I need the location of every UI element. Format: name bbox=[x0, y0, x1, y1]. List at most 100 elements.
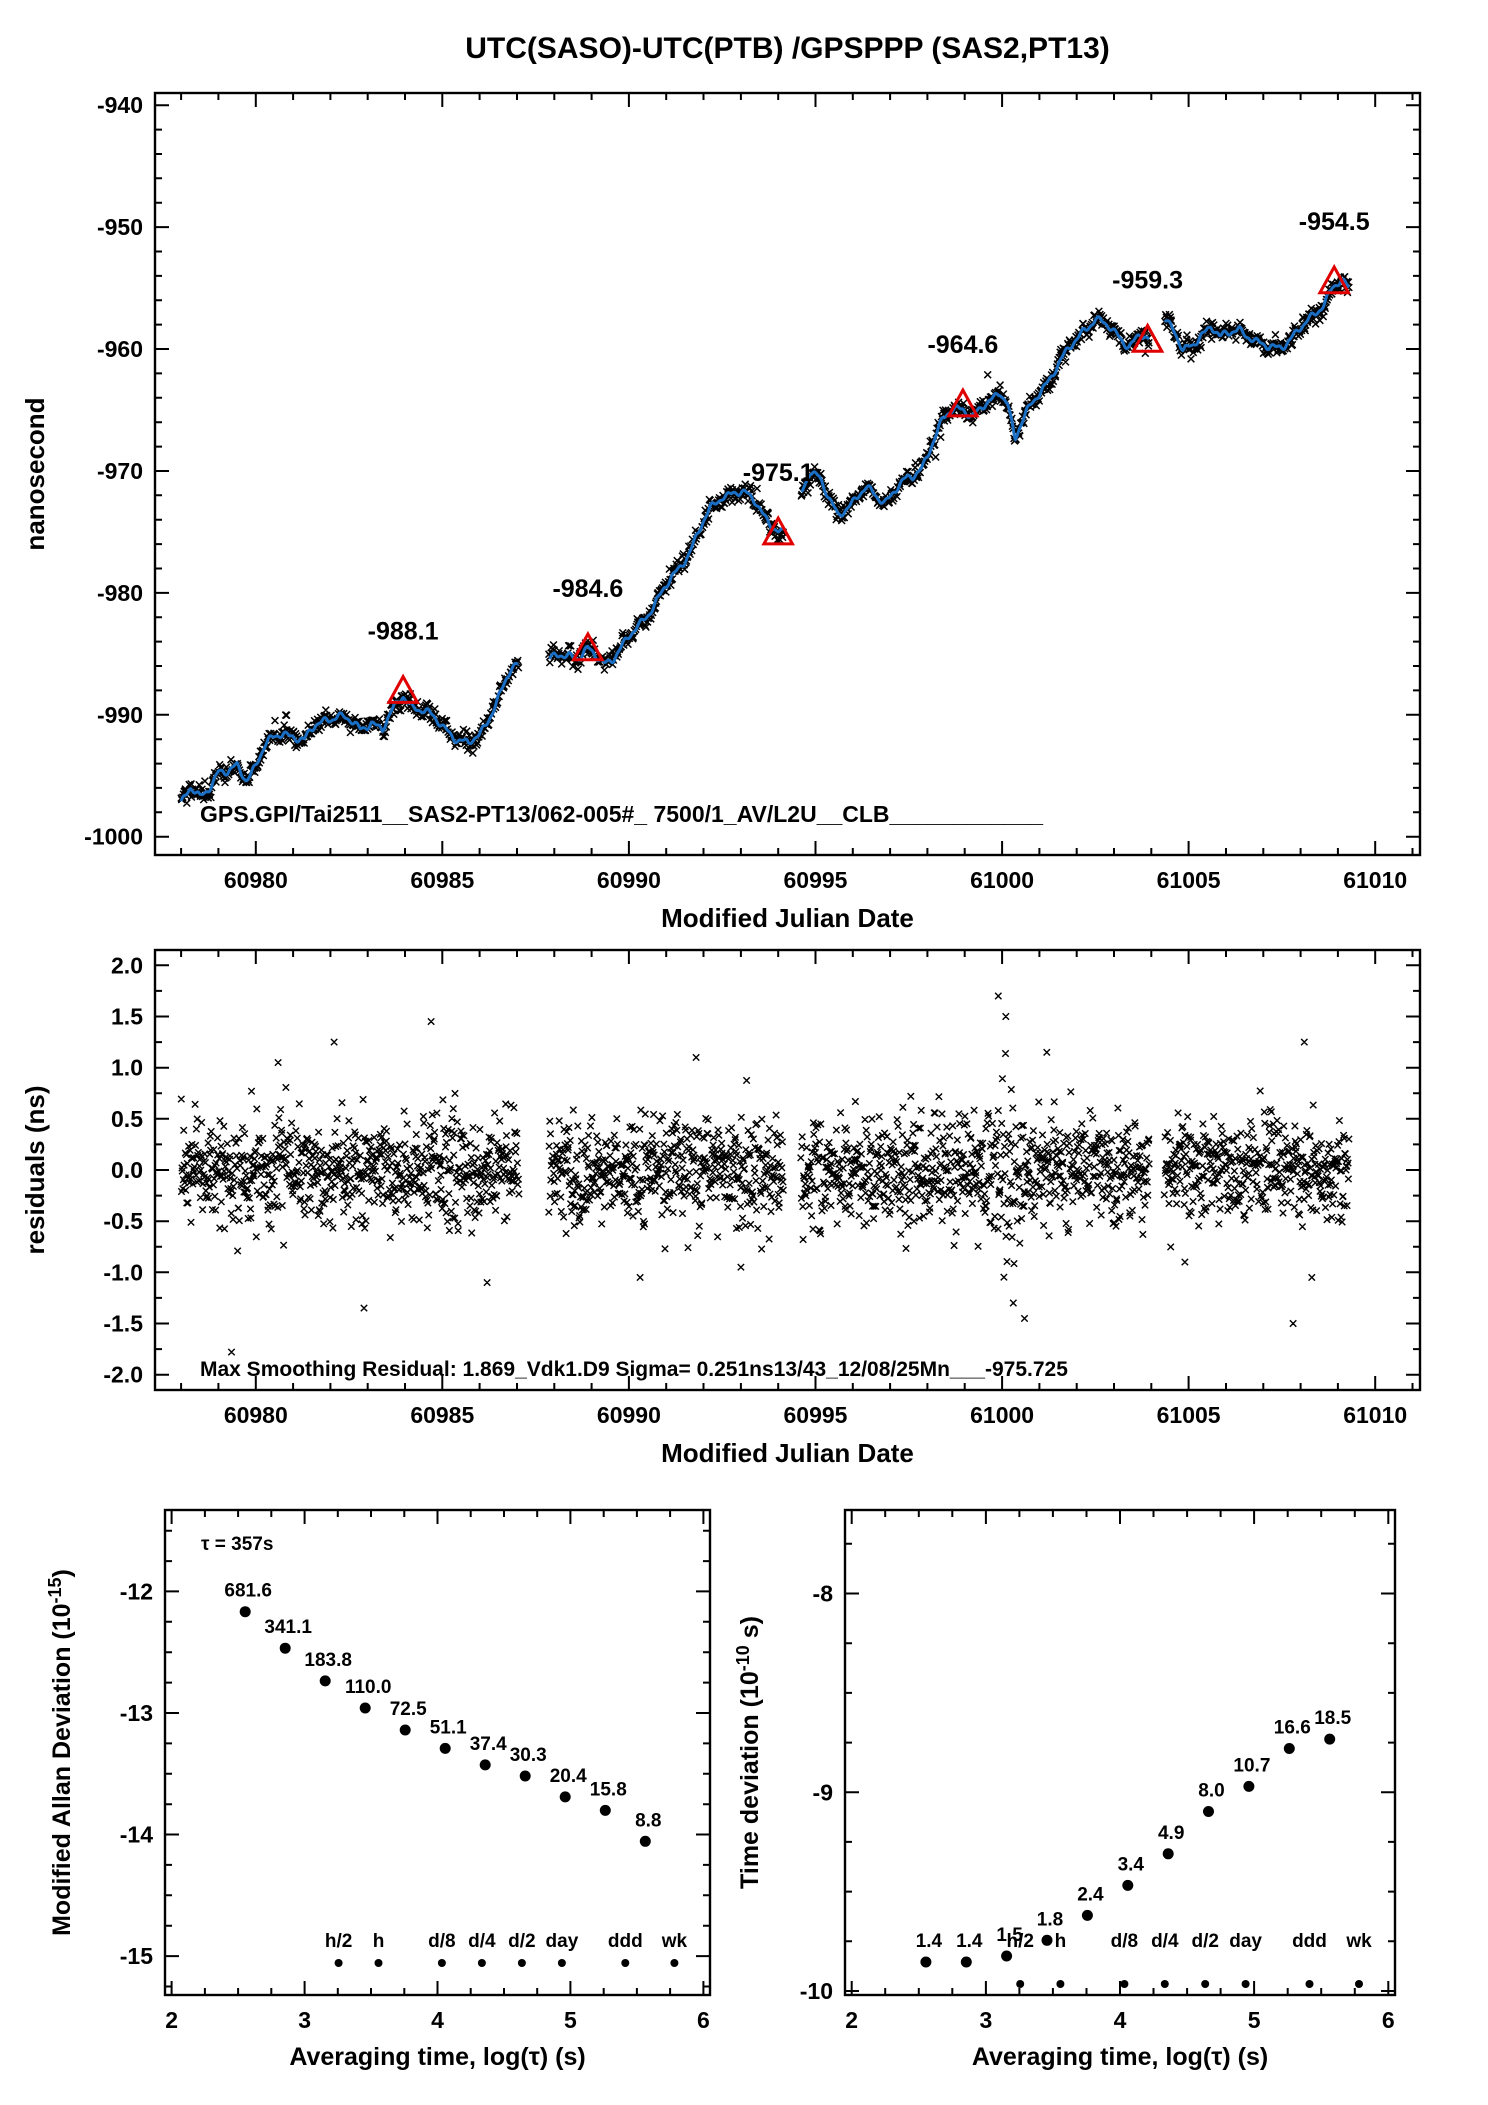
time-marker-label: h bbox=[1055, 1931, 1067, 1952]
x-tick-label: 60995 bbox=[784, 867, 848, 893]
time-marker-dot bbox=[437, 1959, 446, 1967]
x-tick-label: 4 bbox=[431, 2007, 444, 2033]
time-marker-dot bbox=[1355, 1980, 1363, 1988]
deviation-value-label: 10.7 bbox=[1233, 1755, 1270, 1776]
time-marker-label: d/8 bbox=[1111, 1931, 1138, 1952]
y-tick-label: -14 bbox=[120, 1822, 153, 1848]
time-marker-label: d/4 bbox=[468, 1931, 496, 1952]
deviation-point bbox=[1001, 1950, 1013, 1962]
y-tick-label: -15 bbox=[120, 1943, 153, 1969]
y-axis-label: Modified Allan Deviation (10-15) bbox=[45, 1569, 76, 1936]
mdev-chart: 2 3 4 5 6 -12 -13 -14 -15 Modified Allan Deviatio… bbox=[45, 1508, 712, 2071]
plot-frame bbox=[153, 91, 1422, 857]
deviation-point bbox=[439, 1742, 451, 1754]
x-tick-label: 60990 bbox=[597, 867, 661, 893]
y-tick-label: -2.0 bbox=[103, 1362, 143, 1388]
y-tick-label: 0.5 bbox=[111, 1106, 143, 1132]
time-marker-dot bbox=[1056, 1980, 1065, 1988]
time-marker-label: d/8 bbox=[428, 1931, 455, 1952]
time-marker-label: h bbox=[373, 1931, 385, 1952]
time-marker-dot bbox=[1201, 1980, 1210, 1988]
deviation-value-label: 8.0 bbox=[1198, 1781, 1224, 1802]
time-marker-label: ddd bbox=[1292, 1931, 1327, 1952]
deviation-point bbox=[359, 1702, 371, 1714]
deviation-point bbox=[559, 1791, 571, 1803]
time-marker-dot bbox=[374, 1959, 383, 1967]
time-marker-label: wk bbox=[661, 1931, 688, 1952]
steer-value-label: -954.5 bbox=[1299, 208, 1370, 236]
steer-value-label: -959.3 bbox=[1112, 267, 1183, 295]
deviation-point bbox=[639, 1835, 651, 1847]
deviation-value-label: 3.4 bbox=[1118, 1854, 1145, 1875]
deviation-point bbox=[1283, 1743, 1295, 1754]
time-marker-dot bbox=[1241, 1980, 1250, 1988]
deviation-value-label: 30.3 bbox=[510, 1745, 547, 1766]
y-tick-label: -13 bbox=[120, 1700, 153, 1726]
x-axis-label: Modified Julian Date bbox=[661, 903, 914, 933]
axis-ticks bbox=[155, 950, 1420, 1390]
x-tick-label: 4 bbox=[1114, 2007, 1127, 2033]
y-tick-label: 0.0 bbox=[111, 1157, 143, 1183]
deviation-point bbox=[1122, 1879, 1134, 1891]
deviation-value-label: 18.5 bbox=[1314, 1708, 1351, 1729]
y-tick-label: -12 bbox=[120, 1578, 153, 1604]
y-tick-label: -9 bbox=[813, 1779, 833, 1805]
time-marker-dot bbox=[621, 1959, 630, 1967]
time-marker-dot bbox=[1016, 1980, 1025, 1988]
deviation-value-label: 15.8 bbox=[590, 1779, 627, 1800]
deviation-point bbox=[599, 1804, 611, 1816]
y-tick-label: 1.0 bbox=[111, 1055, 143, 1081]
deviation-value-label: 51.1 bbox=[430, 1717, 467, 1738]
deviation-point bbox=[479, 1759, 491, 1771]
time-marker-label: h/2 bbox=[1006, 1931, 1033, 1952]
y-tick-label: -0.5 bbox=[103, 1208, 143, 1234]
y-tick-label: -950 bbox=[97, 214, 143, 240]
time-marker-dot bbox=[557, 1959, 566, 1967]
y-tick-label: -1.5 bbox=[103, 1311, 143, 1337]
deviation-point bbox=[1162, 1848, 1174, 1860]
x-tick-label: 60980 bbox=[224, 1402, 288, 1428]
x-tick-label: 2 bbox=[845, 2007, 858, 2033]
tau-note: τ = 357s bbox=[201, 1534, 273, 1555]
time-marker-dot bbox=[670, 1959, 679, 1967]
x-tick-label: 60985 bbox=[410, 867, 474, 893]
x-tick-label: 6 bbox=[1382, 2007, 1395, 2033]
y-tick-label: -990 bbox=[97, 702, 143, 728]
deviation-point bbox=[1203, 1806, 1214, 1817]
plot-frame bbox=[153, 948, 1422, 1392]
steer-triangle-marker bbox=[1130, 322, 1165, 353]
steer-value-label: -964.6 bbox=[927, 331, 998, 359]
x-tick-label: 61010 bbox=[1343, 1402, 1407, 1428]
dataset-annotation: GPS.GPI/Tai2511__SAS2-PT13/062-005#_ 750… bbox=[200, 801, 1043, 827]
time-marker-dot bbox=[1160, 1980, 1169, 1988]
time-marker-dot bbox=[1305, 1980, 1314, 1988]
y-tick-label: 2.0 bbox=[111, 952, 143, 978]
residuals-scatter bbox=[177, 992, 1353, 1356]
deviation-point bbox=[1324, 1733, 1336, 1745]
steer-triangle-marker bbox=[946, 386, 980, 418]
x-tick-label: 60985 bbox=[410, 1402, 474, 1428]
x-tick-label: 60990 bbox=[597, 1402, 661, 1428]
residuals-chart: 60980 60985 60990 60995 61000 61005 61010 -2.0 -… bbox=[20, 948, 1422, 1468]
time-marker-label: day bbox=[1229, 1931, 1262, 1952]
deviation-value-label: 1.4 bbox=[916, 1931, 943, 1952]
plot-frame bbox=[163, 1508, 712, 1997]
y-tick-label: 1.5 bbox=[111, 1004, 143, 1030]
deviation-point bbox=[920, 1956, 932, 1968]
smoothing-annotation: Max Smoothing Residual: 1.869_Vdk1.D9 Si… bbox=[200, 1358, 1068, 1381]
y-tick-label: -8 bbox=[813, 1581, 834, 1607]
y-tick-label: -970 bbox=[97, 458, 143, 484]
x-axis-label: Averaging time, log(τ) (s) bbox=[289, 2043, 585, 2071]
deviation-value-label: 1.8 bbox=[1037, 1909, 1063, 1930]
x-axis-label: Modified Julian Date bbox=[661, 1438, 914, 1468]
y-axis-label: Time deviation (10-10 s) bbox=[733, 1616, 764, 1889]
deviation-point bbox=[319, 1675, 331, 1687]
x-tick-label: 61010 bbox=[1343, 867, 1407, 893]
axis-ticks bbox=[155, 93, 1420, 855]
deviation-point bbox=[399, 1724, 411, 1736]
time-marker-label: d/2 bbox=[508, 1931, 535, 1952]
phase-chart: 60980 60985 60990 60995 61000 61005 61010 -1000… bbox=[20, 32, 1422, 933]
y-tick-label: -940 bbox=[97, 92, 143, 118]
deviation-point bbox=[1041, 1934, 1053, 1946]
x-tick-label: 60980 bbox=[224, 867, 288, 893]
